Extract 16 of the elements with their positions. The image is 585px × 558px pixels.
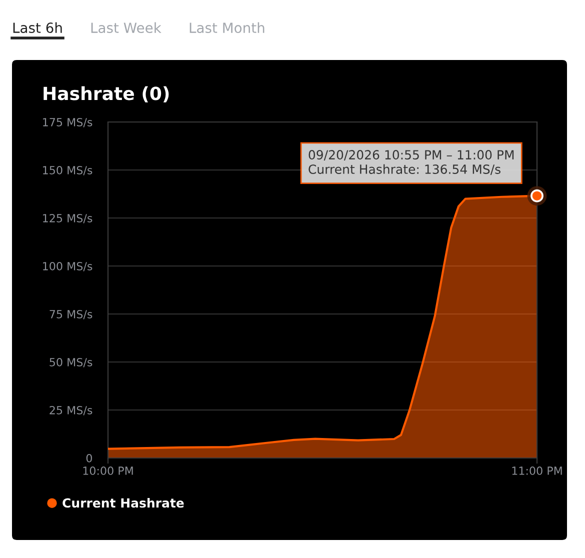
- y-tick-label: 50 MS/s: [50, 358, 92, 368]
- y-tick-label: 125 MS/s: [43, 214, 92, 224]
- x-tick-label: 11:00 PM: [512, 466, 562, 475]
- y-tick-label: 25 MS/s: [50, 406, 92, 416]
- y-tick-label: 0: [86, 454, 92, 462]
- text: Last 6h: [13, 22, 62, 34]
- y-tick-label: 100 MS/s: [43, 262, 92, 272]
- text: Last Week: [91, 22, 162, 34]
- annotation: 09/20/2026 10:55 PM – 11:00 PM Current Hashrate: 136.54 MS/s: [308, 150, 514, 175]
- text: Last Month: [190, 22, 264, 34]
- legend-label: Current Hashrate: [62, 498, 184, 508]
- y-tick-label: 175 MS/s: [43, 118, 92, 128]
- x-tick-label: 10:00 PM: [83, 466, 133, 475]
- y-tick-label: 150 MS/s: [43, 166, 92, 176]
- chart-title: Hashrate (0): [44, 86, 169, 102]
- y-tick-label: 75 MS/s: [50, 310, 92, 320]
